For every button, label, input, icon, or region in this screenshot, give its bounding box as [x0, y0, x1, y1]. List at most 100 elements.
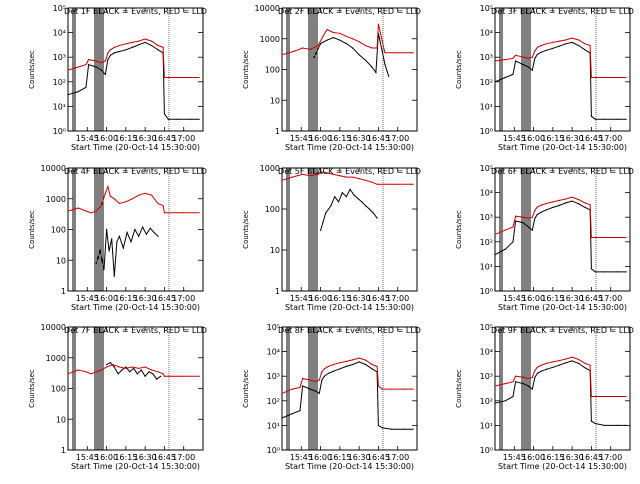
series-line	[320, 188, 378, 231]
data-point	[106, 366, 108, 368]
data-point	[352, 176, 354, 178]
data-point	[578, 362, 580, 364]
data-point	[540, 44, 542, 47]
data-point	[99, 250, 101, 252]
data-point	[358, 357, 360, 359]
data-point	[527, 217, 530, 219]
data-point	[294, 50, 296, 52]
y-tick-label: 10³	[53, 53, 66, 62]
series-line	[67, 41, 200, 120]
data-point	[151, 44, 153, 47]
data-point	[536, 53, 539, 56]
data-point	[565, 43, 567, 45]
data-point	[183, 375, 185, 377]
data-point	[522, 64, 524, 66]
data-point	[352, 359, 354, 361]
data-point	[77, 207, 79, 209]
data-point	[558, 199, 560, 201]
data-point	[625, 424, 627, 426]
data-point	[113, 46, 115, 49]
x-axis-label: Start Time (20-Oct-14 15:30:00)	[498, 143, 627, 152]
data-point	[571, 37, 573, 39]
x-tick-label: 16:15	[541, 453, 564, 462]
data-point	[332, 36, 334, 39]
x-tick-label: 16:30	[561, 294, 584, 303]
data-point	[381, 427, 383, 429]
data-point	[104, 192, 106, 194]
data-point	[515, 54, 517, 56]
data-point	[116, 241, 118, 243]
data-point	[571, 41, 573, 44]
data-point	[361, 201, 363, 203]
series-line	[494, 37, 627, 78]
data-point	[157, 49, 159, 51]
data-point	[138, 194, 140, 196]
data-point	[323, 375, 325, 377]
data-point	[534, 57, 536, 59]
x-tick-label: 16:30	[134, 294, 157, 303]
data-point	[125, 366, 127, 368]
data-point	[125, 367, 127, 369]
data-point	[616, 236, 618, 239]
data-point	[371, 363, 373, 366]
data-point	[153, 231, 155, 234]
data-point	[590, 268, 593, 270]
y-tick-label: 100	[265, 66, 280, 75]
data-point	[125, 49, 127, 51]
x-tick-label: 16:00	[95, 453, 118, 462]
data-point	[138, 367, 140, 369]
data-point	[565, 198, 567, 200]
data-point	[358, 178, 360, 180]
data-point	[88, 59, 90, 61]
data-point	[109, 54, 111, 56]
data-point	[594, 76, 596, 79]
x-tick-label: 16:30	[561, 453, 584, 462]
data-point	[377, 424, 379, 426]
data-point	[320, 42, 322, 45]
data-point	[131, 198, 133, 200]
data-point	[332, 31, 334, 34]
data-point	[108, 250, 110, 252]
chart-title: Det 4F BLACK = Events, RED = LLD	[64, 167, 207, 176]
data-point	[381, 388, 383, 390]
data-point	[112, 364, 114, 366]
data-point	[371, 66, 373, 68]
x-axis-label: Start Time (20-Oct-14 15:30:00)	[71, 462, 200, 471]
data-point	[107, 52, 109, 54]
data-point	[376, 365, 378, 367]
data-point	[138, 40, 140, 42]
data-point	[584, 362, 586, 364]
data-point	[512, 226, 514, 228]
data-point	[590, 420, 593, 422]
data-point	[594, 395, 596, 398]
data-point	[552, 366, 554, 368]
data-point	[552, 206, 554, 208]
data-point	[341, 192, 343, 194]
plot-frame	[67, 326, 204, 451]
data-point	[527, 378, 530, 380]
x-tick-label: 16:00	[522, 294, 545, 303]
data-point	[167, 118, 169, 120]
data-point	[157, 371, 159, 373]
x-tick-label: 17:00	[172, 294, 195, 303]
data-point	[515, 60, 517, 62]
y-axis-label: Counts/sec	[242, 50, 250, 89]
data-point	[578, 199, 580, 201]
y-tick-label: 10²	[267, 397, 280, 406]
data-point	[352, 38, 354, 40]
data-point	[504, 400, 506, 402]
x-tick-label: 17:00	[172, 134, 195, 143]
data-point	[314, 381, 316, 383]
data-point	[281, 54, 283, 56]
data-point	[616, 118, 618, 120]
data-point	[531, 69, 533, 71]
data-point	[100, 62, 102, 64]
data-point	[594, 118, 596, 120]
data-point	[353, 194, 355, 196]
data-point	[131, 46, 133, 49]
data-point	[176, 118, 178, 120]
data-point	[578, 44, 580, 47]
